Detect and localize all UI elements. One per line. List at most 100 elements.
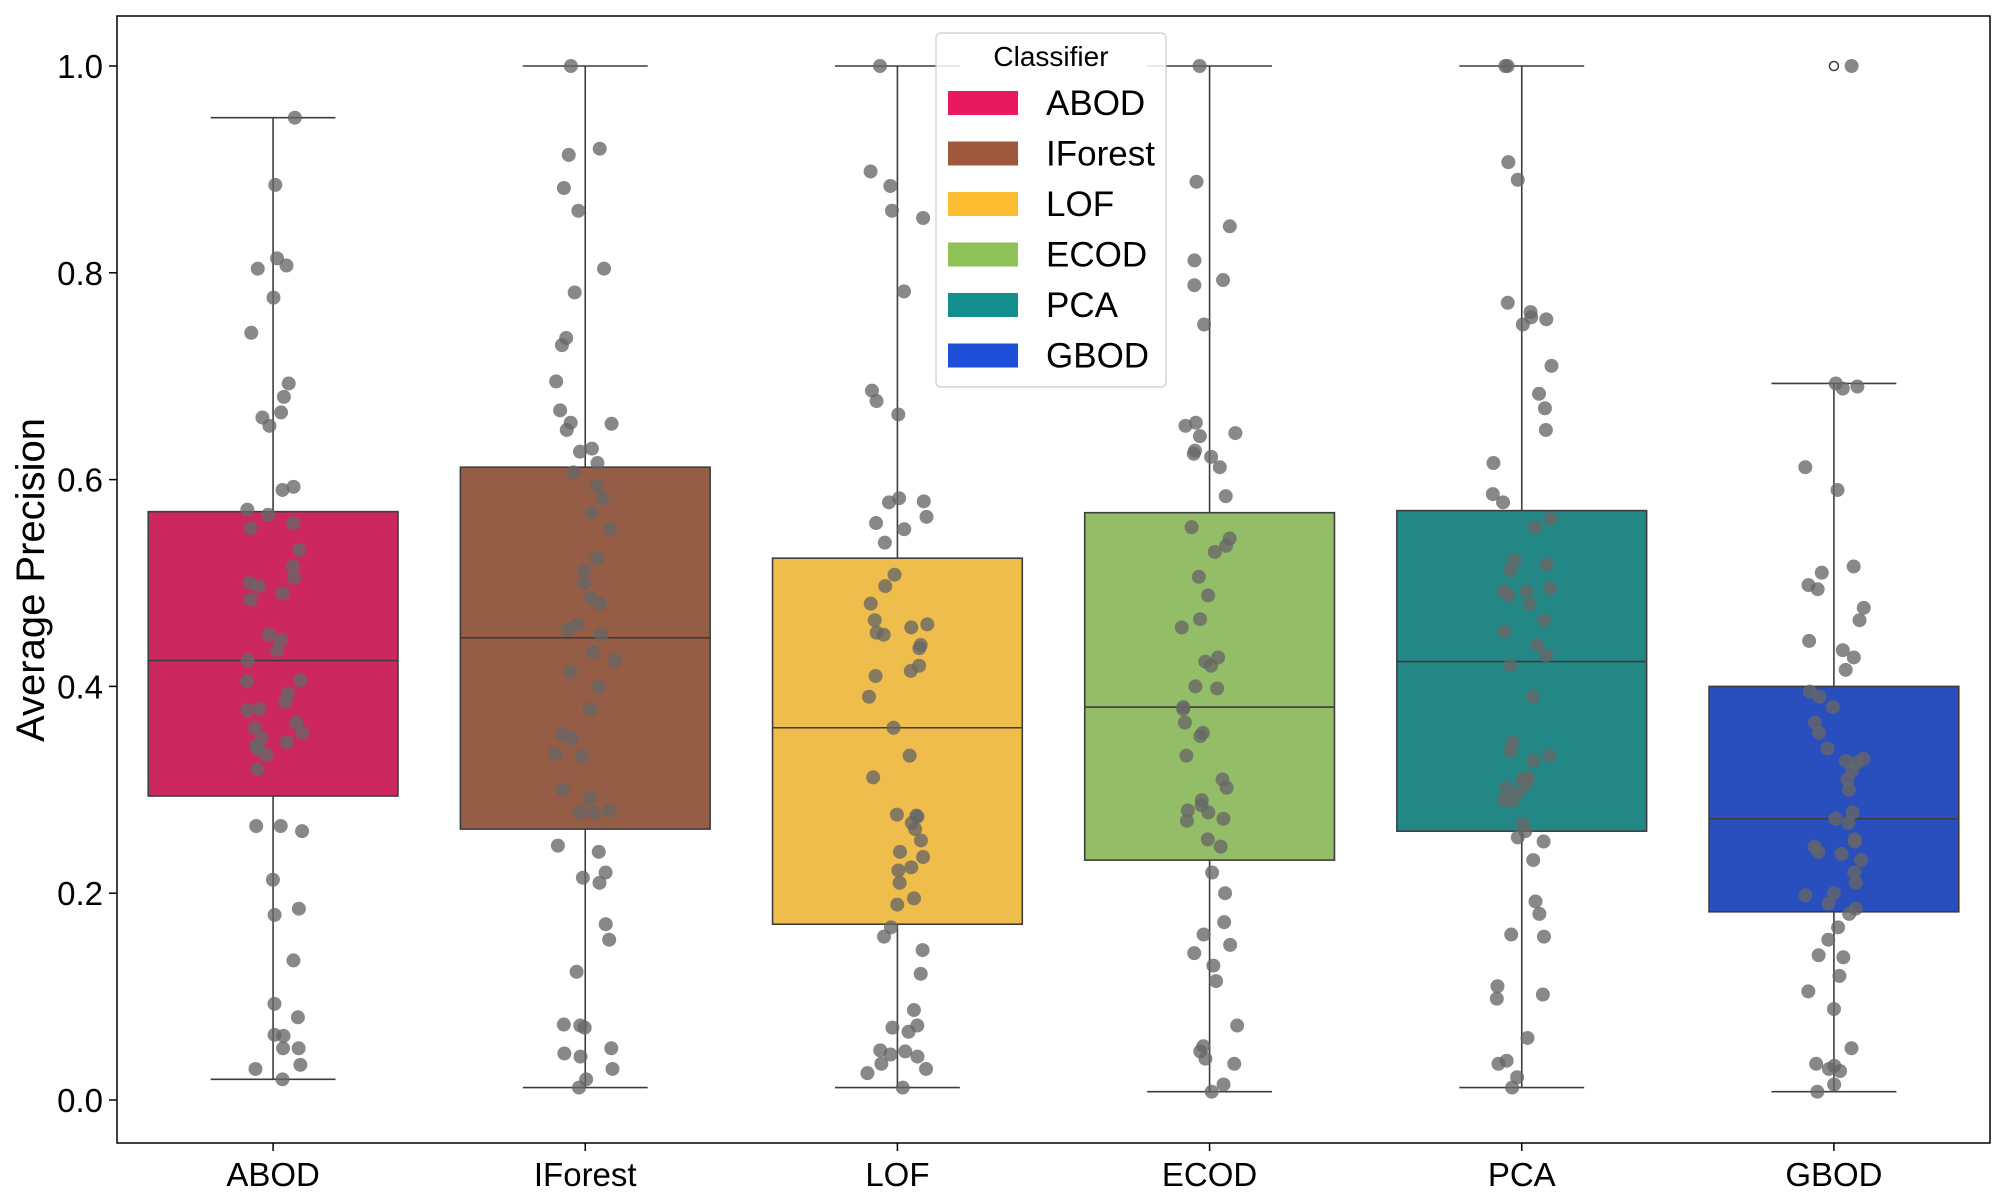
data-point (1485, 487, 1500, 502)
data-point (1206, 958, 1221, 973)
data-point (1196, 927, 1211, 942)
data-point (267, 907, 282, 922)
data-point (904, 620, 919, 635)
data-point (1177, 715, 1192, 730)
data-point (1850, 379, 1865, 394)
data-point (592, 141, 607, 156)
data-point (1826, 1002, 1841, 1017)
data-point (897, 522, 912, 537)
data-point (1544, 358, 1559, 373)
data-point (1532, 386, 1547, 401)
data-point (878, 579, 893, 594)
data-point (1187, 278, 1202, 293)
data-point (1812, 725, 1827, 740)
data-point (1835, 381, 1850, 396)
data-point (584, 505, 599, 520)
data-point (1525, 689, 1540, 704)
data-point (1227, 1056, 1242, 1071)
data-point (1210, 681, 1225, 696)
data-point (572, 805, 587, 820)
data-point (266, 290, 281, 305)
data-point (1846, 559, 1861, 574)
data-point (571, 1080, 586, 1095)
data-point (1854, 853, 1869, 868)
data-point (564, 731, 579, 746)
data-point (1192, 429, 1207, 444)
data-point (919, 509, 934, 524)
data-point (1809, 1056, 1824, 1071)
data-point (267, 996, 282, 1011)
data-point (1838, 753, 1853, 768)
data-point (1193, 612, 1208, 627)
data-point (1201, 805, 1216, 820)
data-point (1838, 662, 1853, 677)
data-point (591, 844, 606, 859)
data-point (1191, 569, 1206, 584)
data-point (276, 389, 291, 404)
data-point (293, 1057, 308, 1072)
data-point (1821, 932, 1836, 947)
data-point (1218, 489, 1233, 504)
data-point (1828, 811, 1843, 826)
data-point (912, 641, 927, 656)
data-point (863, 164, 878, 179)
data-point (1505, 793, 1520, 808)
data-point (890, 897, 905, 912)
data-point (1810, 1084, 1825, 1099)
data-point (1503, 658, 1518, 673)
data-point (582, 791, 597, 806)
box-gbod (1708, 685, 1960, 913)
data-point (286, 479, 301, 494)
data-point (920, 617, 935, 632)
data-point (1188, 679, 1203, 694)
data-point (1821, 896, 1836, 911)
data-point (1500, 59, 1515, 73)
legend-label-iforest: IForest (1046, 135, 1155, 174)
data-point (913, 966, 928, 981)
data-point (1216, 273, 1231, 288)
data-point (1504, 927, 1519, 942)
data-point (1834, 846, 1849, 861)
data-point (1811, 948, 1826, 963)
legend-label-lof: LOF (1046, 185, 1114, 224)
data-point (1176, 702, 1191, 717)
data-point (1187, 253, 1202, 268)
data-point (1510, 1070, 1525, 1085)
data-point (290, 1010, 305, 1025)
data-point (1826, 886, 1841, 901)
data-point (243, 592, 258, 607)
data-point (1222, 219, 1237, 234)
data-point (597, 261, 612, 276)
data-point (548, 746, 563, 761)
data-point (1491, 1056, 1506, 1071)
data-point (1209, 974, 1224, 989)
data-point (915, 943, 930, 958)
y-tick-label: 0.4 (57, 668, 103, 705)
data-point (916, 494, 931, 509)
data-point (1223, 937, 1238, 952)
box-lof (771, 557, 1024, 926)
data-point (240, 653, 255, 668)
data-point (1539, 557, 1554, 572)
data-point (891, 407, 906, 422)
data-point (604, 416, 619, 431)
data-point (1831, 920, 1846, 935)
data-point (291, 901, 306, 916)
data-point (561, 147, 576, 162)
data-point (583, 702, 598, 717)
data-point (872, 59, 887, 73)
data-point (285, 559, 300, 574)
legend-swatch-gbod (948, 343, 1018, 368)
data-point (549, 374, 564, 389)
legend-swatch-ecod (948, 242, 1018, 267)
data-point (239, 674, 254, 689)
data-point (1536, 929, 1551, 944)
data-point (1543, 511, 1558, 526)
data-point (287, 110, 302, 125)
data-point (1852, 613, 1867, 628)
box-ecod (1083, 511, 1336, 861)
data-point (1218, 886, 1233, 901)
data-point (895, 1080, 910, 1095)
data-point (279, 258, 294, 273)
data-point (1798, 460, 1813, 475)
